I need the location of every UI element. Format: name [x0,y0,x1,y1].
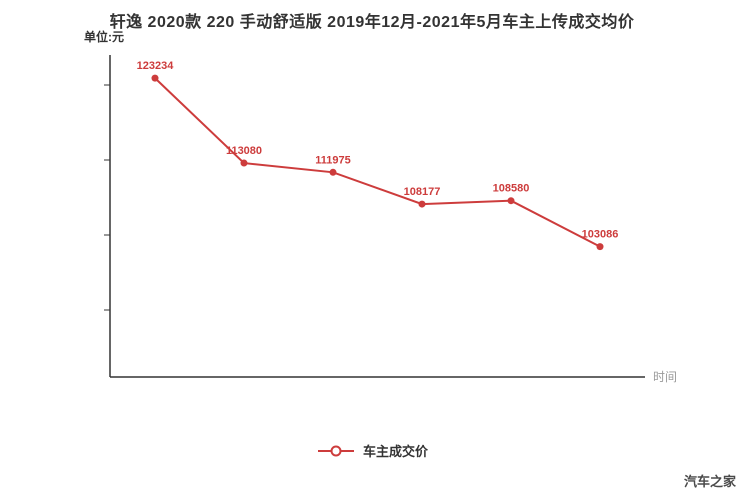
chart-title: 轩逸 2020款 220 手动舒适版 2019年12月-2021年5月车主上传成… [109,14,635,31]
watermark-logo: 汽车之家 [683,474,736,489]
data-point-label: 113080 [226,145,262,157]
data-point[interactable] [329,168,337,176]
price-trend-line [154,77,601,248]
data-point[interactable] [507,197,515,205]
y-axis-unit-label: 单位:元 [84,30,124,44]
data-point-label: 103086 [582,229,619,241]
data-point[interactable] [151,74,159,82]
data-point-label: 108177 [404,186,441,198]
data-point[interactable] [596,243,604,251]
x-axis-label: 时间 [653,370,678,384]
legend-label: 车主成交价 [362,444,428,459]
data-point-label: 111975 [315,154,351,166]
data-point-label: 108580 [493,183,530,195]
legend-circle-marker-icon [330,445,342,456]
legend: 车主成交价 [0,441,744,460]
data-point[interactable] [240,159,248,167]
legend-line-marker-icon [317,445,354,456]
data-point-label: 123234 [137,60,175,72]
data-point[interactable] [418,200,426,208]
